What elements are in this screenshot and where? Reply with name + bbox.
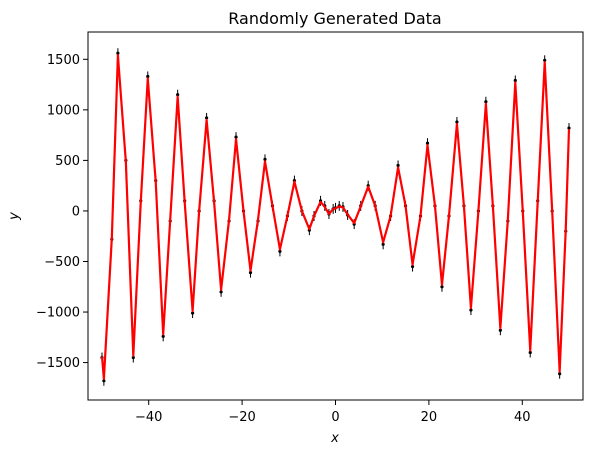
x-tick-label: −40 (135, 410, 162, 425)
y-tick-label: −1500 (36, 356, 80, 371)
y-axis: −1500 −1000 −500 0 500 1000 1500 (36, 53, 88, 371)
chart-title: Randomly Generated Data (228, 9, 441, 28)
x-tick-label: 40 (514, 410, 531, 425)
y-tick-label: 500 (55, 154, 80, 169)
y-tick-label: −1000 (36, 306, 80, 321)
fit-line (100, 54, 571, 380)
x-tick-label: −20 (228, 410, 255, 425)
y-tick-label: −500 (44, 255, 80, 270)
y-axis-label: y (7, 212, 22, 221)
y-tick-label: 1000 (47, 103, 80, 118)
x-axis-label: x (330, 431, 339, 446)
plot-area (100, 48, 571, 386)
y-tick-label: 1500 (47, 53, 80, 68)
y-tick-label: 0 (72, 204, 80, 219)
x-tick-label: 20 (421, 410, 438, 425)
x-tick-label: 0 (331, 410, 339, 425)
x-axis: −40 −20 0 20 40 (135, 400, 531, 425)
